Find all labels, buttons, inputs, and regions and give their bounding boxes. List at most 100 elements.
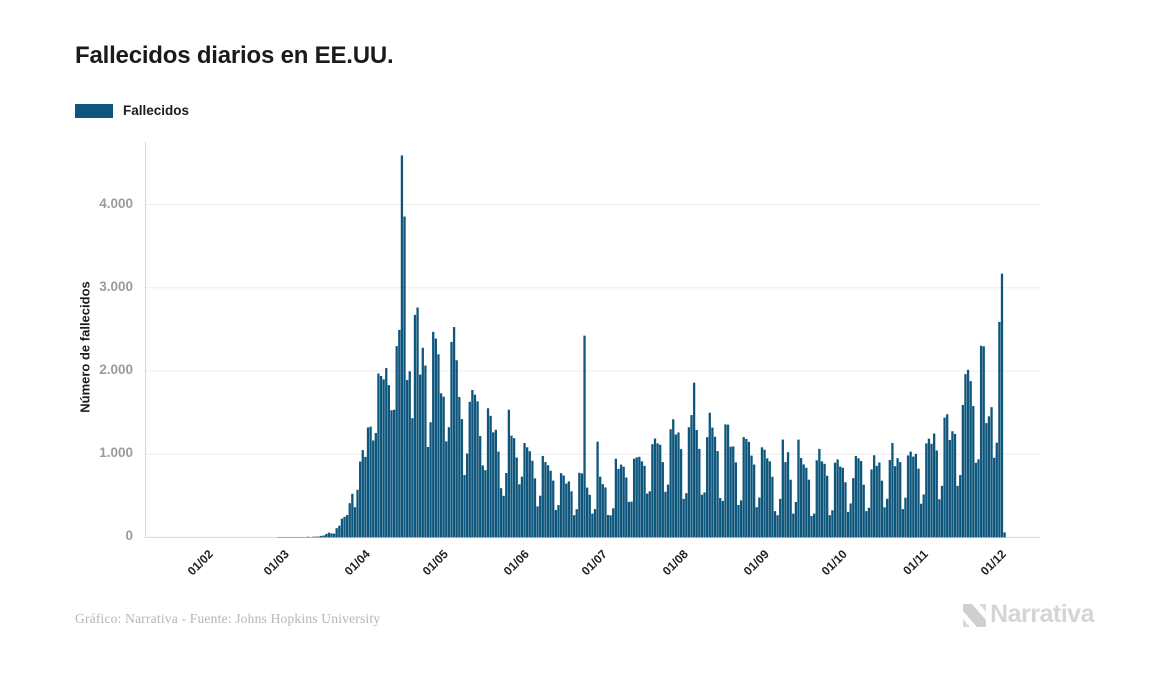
bar xyxy=(361,450,364,538)
bar xyxy=(987,416,991,538)
bar xyxy=(638,456,641,538)
bar xyxy=(763,449,766,538)
bar xyxy=(810,515,813,538)
bar xyxy=(828,515,831,538)
bar xyxy=(565,483,568,538)
bar xyxy=(695,430,698,538)
bar xyxy=(562,475,565,538)
bar xyxy=(951,431,954,538)
bar xyxy=(314,536,317,538)
bar xyxy=(306,536,310,538)
bar xyxy=(523,443,526,538)
bar xyxy=(956,485,959,538)
bar xyxy=(520,476,524,538)
bar xyxy=(390,410,393,538)
bar xyxy=(580,473,584,538)
bar xyxy=(771,476,774,538)
bar xyxy=(635,457,638,538)
bar xyxy=(421,347,424,538)
bar xyxy=(737,504,740,538)
bar xyxy=(919,503,923,538)
bar xyxy=(557,505,560,538)
bar xyxy=(917,468,920,538)
x-tick-label: 01/05 xyxy=(419,547,451,579)
bar xyxy=(964,374,967,538)
bar xyxy=(351,493,354,538)
bar xyxy=(784,462,787,538)
bar xyxy=(570,491,573,538)
bar xyxy=(867,507,871,538)
bar xyxy=(614,458,617,538)
bar xyxy=(713,436,717,538)
bar xyxy=(875,465,878,538)
bar xyxy=(711,427,714,538)
bar xyxy=(854,455,858,538)
bar xyxy=(413,314,417,538)
bar xyxy=(505,473,508,538)
bar xyxy=(729,446,732,538)
bar xyxy=(356,489,359,538)
bar xyxy=(392,409,396,538)
bar xyxy=(400,155,404,538)
bar xyxy=(332,533,336,538)
bar xyxy=(839,466,842,538)
bar xyxy=(622,466,625,538)
bar xyxy=(679,449,683,538)
bar xyxy=(502,495,505,538)
bar xyxy=(674,434,678,538)
bar xyxy=(966,369,970,538)
bar xyxy=(544,462,547,538)
bar xyxy=(377,373,380,538)
bar xyxy=(359,461,362,538)
bar xyxy=(742,437,745,538)
bar xyxy=(760,447,764,538)
bar xyxy=(606,514,610,538)
bar xyxy=(946,414,949,538)
bar xyxy=(706,437,709,538)
y-axis-title: Número de fallecidos xyxy=(77,281,93,413)
bar xyxy=(833,462,837,538)
bar xyxy=(690,415,693,538)
bar xyxy=(575,509,578,538)
bar xyxy=(479,436,482,538)
bar xyxy=(836,459,839,538)
bar xyxy=(938,499,941,538)
bar xyxy=(452,327,456,538)
bar xyxy=(325,533,328,538)
bar xyxy=(940,485,944,538)
x-tick-label: 01/09 xyxy=(740,547,772,579)
bar xyxy=(372,440,375,538)
bar xyxy=(703,492,706,538)
bar xyxy=(364,456,367,538)
bar xyxy=(896,458,899,538)
bar xyxy=(734,462,738,538)
bar xyxy=(831,510,834,538)
bar xyxy=(387,385,391,538)
bar xyxy=(455,360,458,538)
bar xyxy=(687,427,691,538)
legend-label: Fallecidos xyxy=(123,103,190,118)
bar xyxy=(776,515,779,538)
bar xyxy=(632,458,636,538)
bar xyxy=(998,321,1001,538)
bar xyxy=(948,440,951,538)
bar xyxy=(1003,532,1006,538)
y-tick-label: 1.000 xyxy=(99,445,133,461)
bar xyxy=(781,439,784,538)
bar xyxy=(330,533,333,538)
bar xyxy=(666,484,670,538)
bar xyxy=(640,461,644,538)
bar xyxy=(726,424,730,538)
bar xyxy=(786,452,790,538)
brand-name: Narrativa xyxy=(990,600,1094,628)
y-tick-label: 3.000 xyxy=(99,278,133,294)
bar xyxy=(664,491,667,538)
bar xyxy=(619,464,623,538)
bar xyxy=(539,495,542,538)
x-tick-label: 01/07 xyxy=(578,547,611,579)
bar xyxy=(379,375,383,538)
x-tick-label: 01/04 xyxy=(341,547,373,579)
bar xyxy=(588,494,591,538)
bar xyxy=(846,511,850,538)
bar xyxy=(596,441,599,538)
